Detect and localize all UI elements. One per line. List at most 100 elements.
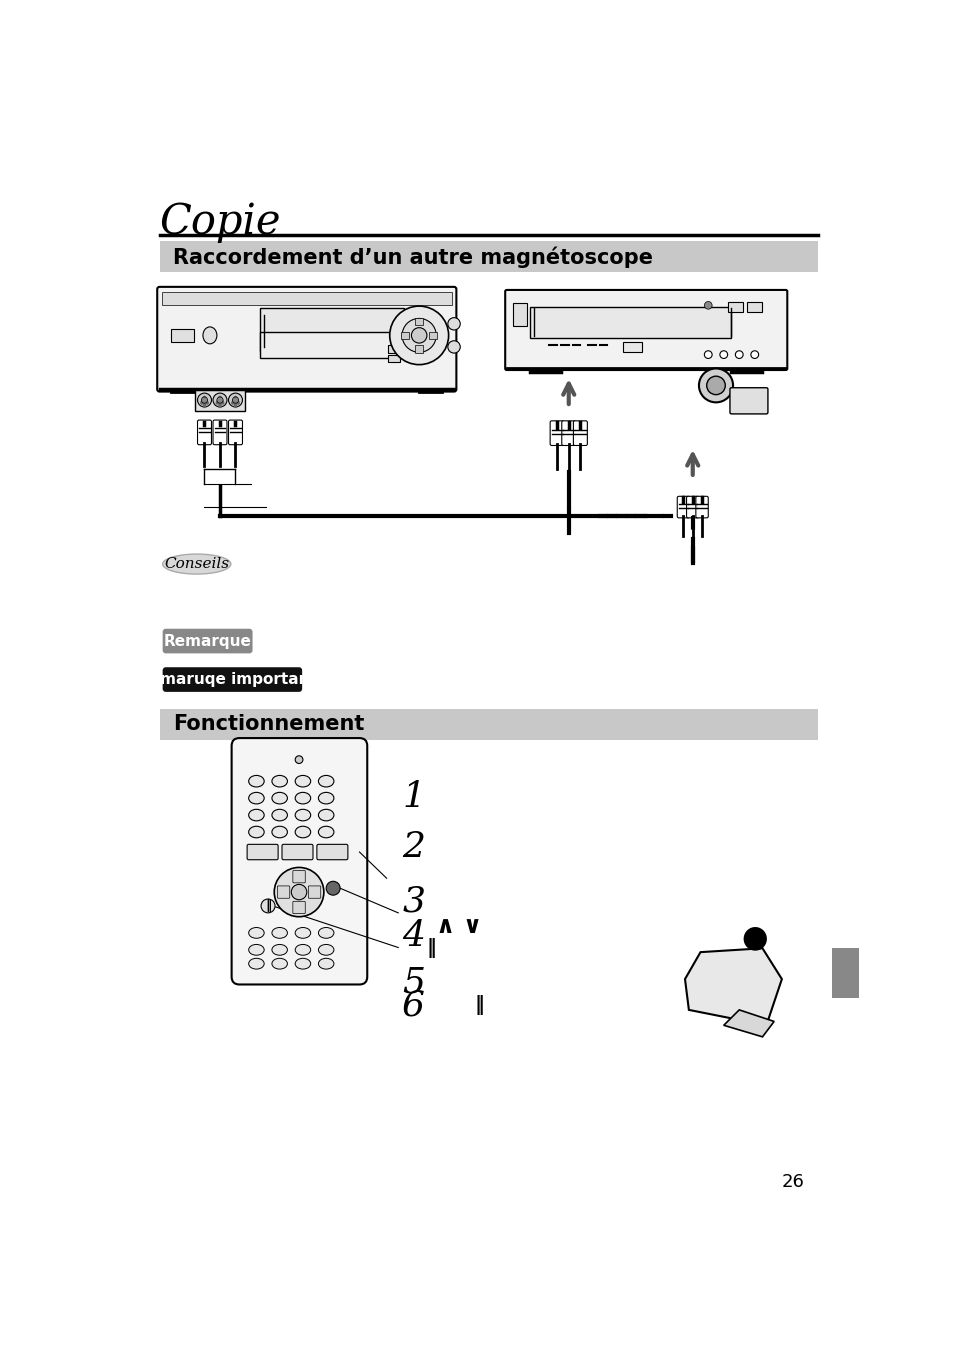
Bar <box>530 307 731 338</box>
Ellipse shape <box>249 775 264 788</box>
Circle shape <box>411 328 427 343</box>
Bar <box>260 331 403 358</box>
FancyBboxPatch shape <box>293 870 305 882</box>
Bar <box>401 331 409 339</box>
Ellipse shape <box>249 827 264 838</box>
Text: ∨: ∨ <box>462 915 481 938</box>
Circle shape <box>699 369 732 403</box>
Circle shape <box>213 393 227 407</box>
Ellipse shape <box>318 793 334 804</box>
Bar <box>195 389 245 411</box>
Text: 2: 2 <box>402 831 425 865</box>
Ellipse shape <box>249 928 264 939</box>
FancyBboxPatch shape <box>316 844 348 859</box>
Ellipse shape <box>272 928 287 939</box>
Bar <box>388 354 399 362</box>
Bar <box>159 709 818 739</box>
Bar <box>429 331 436 339</box>
Text: Raccordement d’un autre magnétoscope: Raccordement d’un autre magnétoscope <box>173 246 653 267</box>
Circle shape <box>720 351 727 358</box>
FancyBboxPatch shape <box>247 844 278 859</box>
Ellipse shape <box>249 809 264 821</box>
Text: ‖: ‖ <box>475 996 484 1015</box>
Circle shape <box>402 319 436 353</box>
Ellipse shape <box>294 944 311 955</box>
Circle shape <box>233 397 238 403</box>
Ellipse shape <box>318 944 334 955</box>
FancyBboxPatch shape <box>686 496 699 517</box>
Polygon shape <box>723 1011 773 1036</box>
Ellipse shape <box>249 793 264 804</box>
Ellipse shape <box>249 944 264 955</box>
Bar <box>831 947 858 997</box>
Circle shape <box>229 393 242 407</box>
Ellipse shape <box>294 793 311 804</box>
FancyBboxPatch shape <box>677 496 689 517</box>
FancyBboxPatch shape <box>573 422 587 446</box>
Text: ∧: ∧ <box>435 915 454 938</box>
Text: Fonctionnement: Fonctionnement <box>173 715 364 734</box>
Text: 26: 26 <box>781 1174 804 1192</box>
Ellipse shape <box>318 928 334 939</box>
Ellipse shape <box>318 775 334 788</box>
Ellipse shape <box>294 775 311 788</box>
Text: 4: 4 <box>402 919 425 952</box>
Bar <box>513 303 526 326</box>
Circle shape <box>201 397 208 403</box>
Bar <box>415 317 422 326</box>
Circle shape <box>706 376 724 394</box>
Circle shape <box>703 301 711 309</box>
Ellipse shape <box>272 793 287 804</box>
Text: Remarque: Remarque <box>164 634 252 648</box>
Ellipse shape <box>272 809 287 821</box>
Circle shape <box>261 898 274 913</box>
Circle shape <box>447 340 459 353</box>
FancyBboxPatch shape <box>277 886 290 898</box>
Polygon shape <box>684 948 781 1025</box>
FancyBboxPatch shape <box>232 738 367 985</box>
Text: 5: 5 <box>402 965 425 1000</box>
FancyBboxPatch shape <box>157 286 456 392</box>
Circle shape <box>294 755 303 763</box>
Ellipse shape <box>318 958 334 969</box>
Ellipse shape <box>272 827 287 838</box>
FancyBboxPatch shape <box>293 901 305 913</box>
FancyBboxPatch shape <box>213 420 227 444</box>
Ellipse shape <box>318 809 334 821</box>
Circle shape <box>750 351 758 358</box>
Ellipse shape <box>318 827 334 838</box>
FancyBboxPatch shape <box>505 290 786 370</box>
Ellipse shape <box>294 958 311 969</box>
Bar <box>159 242 818 273</box>
Text: ‖: ‖ <box>265 900 271 912</box>
Text: 6: 6 <box>402 989 425 1023</box>
Bar <box>260 308 403 351</box>
FancyBboxPatch shape <box>695 496 707 517</box>
Circle shape <box>447 317 459 330</box>
Circle shape <box>326 881 340 896</box>
Bar <box>622 342 641 351</box>
FancyBboxPatch shape <box>282 844 313 859</box>
Bar <box>746 303 761 312</box>
Text: Remaruqe importante: Remaruqe importante <box>137 671 327 688</box>
Bar <box>388 346 399 353</box>
Bar <box>171 330 194 342</box>
Circle shape <box>216 397 223 403</box>
Text: Conseils: Conseils <box>164 557 229 571</box>
Ellipse shape <box>249 958 264 969</box>
Circle shape <box>703 351 711 358</box>
Circle shape <box>735 351 742 358</box>
FancyBboxPatch shape <box>229 420 242 444</box>
Circle shape <box>197 393 212 407</box>
FancyBboxPatch shape <box>308 886 320 898</box>
Ellipse shape <box>294 827 311 838</box>
Ellipse shape <box>272 958 287 969</box>
Text: 1: 1 <box>402 781 425 815</box>
Ellipse shape <box>272 944 287 955</box>
FancyBboxPatch shape <box>729 388 767 413</box>
FancyBboxPatch shape <box>197 420 212 444</box>
Text: ‖: ‖ <box>426 938 436 958</box>
Circle shape <box>291 885 307 900</box>
Text: Copie: Copie <box>159 200 281 243</box>
Circle shape <box>390 307 448 365</box>
